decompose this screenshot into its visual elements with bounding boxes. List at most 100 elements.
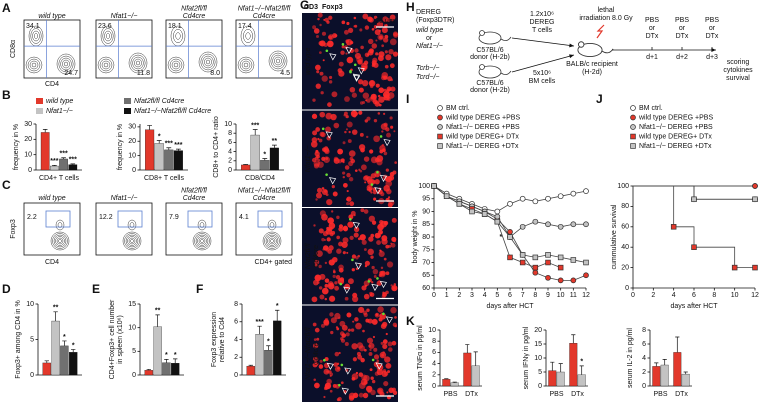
cd3-signal: [363, 209, 369, 214]
cd3-signal: [359, 101, 364, 105]
legend-label: Nfat1−/− DEREG +DTx: [446, 143, 519, 150]
y-tick-label: 2: [234, 354, 238, 361]
scheme-text: T cells: [532, 27, 553, 34]
cd3-signal: [364, 25, 370, 30]
cd3-signal: [345, 52, 348, 55]
cd3-signal: [339, 331, 345, 336]
cd3-signal: [345, 128, 348, 131]
y-tick-label: 15: [128, 301, 136, 308]
error-bar: [473, 351, 478, 366]
cd3-signal: [321, 156, 326, 161]
cd3-signal: [325, 126, 332, 133]
cd3-signal: [348, 150, 356, 157]
cd3-signal: [328, 75, 333, 80]
cd3-signal: [346, 121, 353, 128]
micrograph: [302, 208, 398, 305]
y-axis-label: serum IFNγ in pg/ml: [523, 326, 530, 389]
cd3-signal: [385, 54, 392, 61]
cd3-signal: [388, 387, 394, 394]
cd3-signal: [371, 281, 374, 284]
stain-label: Foxp3: [322, 4, 343, 11]
cd3-signal: [337, 148, 344, 155]
y-tick-label: 8: [228, 130, 232, 137]
cd3-signal: [372, 190, 377, 195]
x-tick-label: 8: [533, 292, 537, 299]
marker: [519, 252, 526, 258]
cd3-signal: [323, 395, 326, 399]
cd3-signal: [376, 240, 382, 246]
foxp3-signal: [349, 217, 352, 221]
mouse-body: [577, 42, 603, 58]
foxp3-signal: [351, 258, 354, 262]
marker: [570, 277, 577, 284]
error-bar: [257, 325, 262, 335]
scheme-text: (H-2d): [582, 69, 602, 76]
cd3-signal: [357, 354, 363, 360]
marker: [557, 254, 564, 261]
contour: [104, 30, 112, 42]
cd3-signal: [373, 275, 377, 278]
cd3-signal: [372, 268, 379, 275]
mouse-ear: [578, 41, 585, 48]
y-tick-label: 75: [422, 247, 430, 254]
bar: [260, 160, 270, 171]
y-tick-label: 80: [621, 203, 629, 210]
cd3-signal: [338, 224, 344, 229]
cd3-signal: [331, 210, 334, 213]
cd3-signal: [319, 51, 322, 54]
y-axis-label: frequency in %: [13, 124, 20, 170]
cd3-signal: [320, 91, 324, 95]
x-tick-label: 10: [731, 292, 739, 299]
cd3-signal: [350, 328, 355, 332]
contour: [127, 219, 137, 231]
cd3-signal: [368, 236, 374, 242]
bar: [269, 147, 279, 171]
cd3-signal: [391, 19, 394, 22]
marker: [752, 264, 758, 271]
cd3-signal: [342, 175, 345, 179]
cd3-signal: [349, 201, 355, 207]
contour: [130, 54, 146, 72]
quadrant-value: 24.7: [64, 70, 78, 77]
bar: [273, 320, 282, 376]
error-bar: [248, 364, 253, 367]
error-bar: [272, 144, 277, 148]
scale-bar-label: 25 µm: [375, 18, 395, 25]
cd3-signal: [332, 270, 336, 274]
mouse-ear: [479, 30, 485, 36]
error-bar: [252, 129, 258, 136]
mouse-tail: [500, 70, 512, 75]
cd3-signal: [353, 226, 360, 233]
quadrant-value: 23.6: [98, 23, 112, 30]
cd3-signal: [373, 25, 378, 29]
marker: [437, 143, 443, 149]
cd3-signal: [338, 70, 345, 77]
cd3-signal: [351, 295, 359, 303]
bar: [69, 352, 78, 376]
cd3-signal: [353, 114, 357, 118]
x-tick-label: DTx: [465, 391, 478, 398]
cd3-signal: [385, 362, 392, 369]
scheme-text: lethal: [598, 7, 615, 14]
cd3-signal: [336, 327, 340, 331]
bar: [255, 334, 264, 376]
cd3-signal: [366, 135, 369, 139]
panel-label: J: [596, 92, 603, 106]
cd3-signal: [366, 308, 370, 313]
y-tick-label: 6: [234, 319, 238, 326]
cd3-signal: [383, 381, 389, 387]
x-tick-label: 3: [470, 292, 474, 299]
significance: *: [158, 133, 161, 140]
marker: [752, 196, 758, 203]
cd3-signal: [346, 201, 350, 206]
x-tick-label: 11: [570, 292, 577, 299]
cd3-signal: [386, 132, 391, 138]
treatment-text: or: [679, 25, 686, 32]
x-tick-label: 7: [521, 292, 525, 299]
cd3-signal: [315, 362, 319, 366]
y-axis-label: cummulative survival: [611, 204, 618, 269]
marker: [752, 183, 758, 189]
error-bar: [266, 345, 271, 351]
foxp3-signal: [323, 358, 326, 362]
error-bar: [53, 311, 58, 322]
